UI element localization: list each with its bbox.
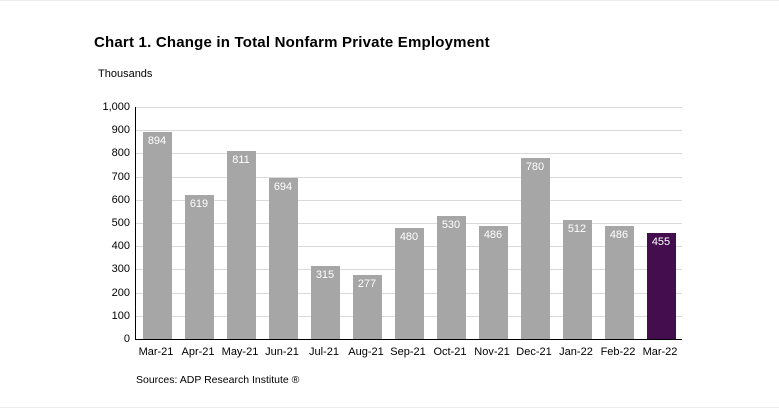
- bar-slot: 315: [304, 107, 346, 339]
- x-tick-label: Nov-21: [474, 346, 510, 358]
- y-axis-labels: 1,000 900 800 700 600 500 400 300 200 100 0: [88, 101, 130, 345]
- x-tick-label: May-21: [221, 346, 259, 358]
- bar-slot: 512: [556, 107, 598, 339]
- bar-slot: 455: [640, 107, 682, 339]
- bar-value-label: 530: [441, 219, 461, 232]
- x-tick-label: Dec-21: [516, 346, 552, 358]
- gridline: [136, 199, 682, 201]
- y-tick-label: 200: [111, 286, 130, 299]
- bar-slot: 486: [472, 107, 514, 339]
- bar-value-label: 512: [567, 223, 587, 236]
- y-tick-label: 300: [111, 263, 130, 276]
- bar-value-label: 486: [483, 229, 503, 242]
- x-tick-label: Mar-21: [138, 346, 174, 358]
- x-tick-label: Sep-21: [390, 346, 426, 358]
- source-note: Sources: ADP Research Institute ®: [136, 374, 300, 386]
- gridline: [136, 130, 682, 132]
- y-tick-label: 600: [111, 193, 130, 206]
- bar-mar-21: 894: [142, 131, 172, 339]
- x-tick-label: Oct-21: [433, 346, 467, 358]
- y-tick-label: 900: [111, 124, 130, 137]
- bar-slot: 780: [514, 107, 556, 339]
- bar-dec-21: 780: [520, 158, 550, 339]
- bar-slot: 480: [388, 107, 430, 339]
- bar-mar-22: 455: [646, 233, 676, 339]
- bar-slot: 811: [220, 107, 262, 339]
- x-tick-label: Feb-22: [600, 346, 636, 358]
- plot-area: 894 619 811 694 315 277 480 530 486 780 512 486 455: [135, 107, 682, 340]
- bar-may-21: 811: [226, 150, 256, 339]
- y-tick-label: 500: [111, 217, 130, 229]
- bar-value-label: 480: [399, 230, 419, 243]
- bar-slot: 486: [598, 107, 640, 339]
- x-tick-label: Jul-21: [309, 346, 339, 358]
- y-tick-label: 400: [111, 240, 130, 253]
- bar-jan-22: 512: [562, 220, 592, 339]
- bar-value-label: 486: [609, 229, 629, 242]
- bar-value-label: 315: [315, 268, 335, 281]
- bar-value-label: 811: [232, 153, 250, 166]
- y-tick-label: 700: [111, 170, 130, 183]
- x-tick-label: Apr-21: [181, 346, 215, 358]
- bar-slot: 277: [346, 107, 388, 339]
- x-tick-label: Mar-22: [642, 346, 678, 358]
- x-tick-label: Aug-21: [348, 346, 384, 358]
- bar-value-label: 894: [147, 134, 167, 147]
- bar-nov-21: 486: [478, 226, 508, 339]
- x-tick-label: Jun-21: [265, 346, 299, 358]
- x-axis-labels: Mar-21 Apr-21 May-21 Jun-21 Jul-21 Aug-21 Sep-…: [135, 346, 681, 358]
- bar-value-label: 455: [651, 236, 671, 249]
- gridline: [136, 153, 682, 155]
- y-tick-label: 800: [111, 147, 130, 160]
- bar-value-label: 694: [273, 181, 293, 193]
- bar-slot: 530: [430, 107, 472, 339]
- bar-jun-21: 694: [268, 178, 298, 339]
- bar-value-label: 619: [189, 198, 209, 211]
- bar-slot: 619: [178, 107, 220, 339]
- y-axis-unit-label: Thousands: [98, 68, 153, 80]
- bar-value-label: 277: [357, 277, 377, 290]
- bar-jul-21: 315: [310, 265, 340, 339]
- y-tick-label: 1,000: [102, 101, 130, 113]
- bar-sep-21: 480: [394, 227, 424, 339]
- y-tick-label: 100: [111, 309, 130, 322]
- gridline: [136, 176, 682, 178]
- bar-apr-21: 619: [184, 195, 214, 339]
- bar-feb-22: 486: [604, 226, 634, 339]
- chart-title: Chart 1. Change in Total Nonfarm Private…: [94, 34, 490, 51]
- gridline: [136, 223, 682, 224]
- bars: 894 619 811 694 315 277 480 530 486 780 512 486 455: [136, 107, 682, 339]
- bar-slot: 694: [262, 107, 304, 339]
- bar-aug-21: 277: [352, 274, 382, 339]
- bar-slot: 894: [136, 107, 178, 339]
- x-tick-label: Jan-22: [559, 346, 593, 358]
- bar-oct-21: 530: [436, 216, 466, 339]
- y-tick-label: 0: [123, 333, 130, 345]
- gridline: [136, 107, 682, 108]
- bar-value-label: 780: [525, 161, 545, 174]
